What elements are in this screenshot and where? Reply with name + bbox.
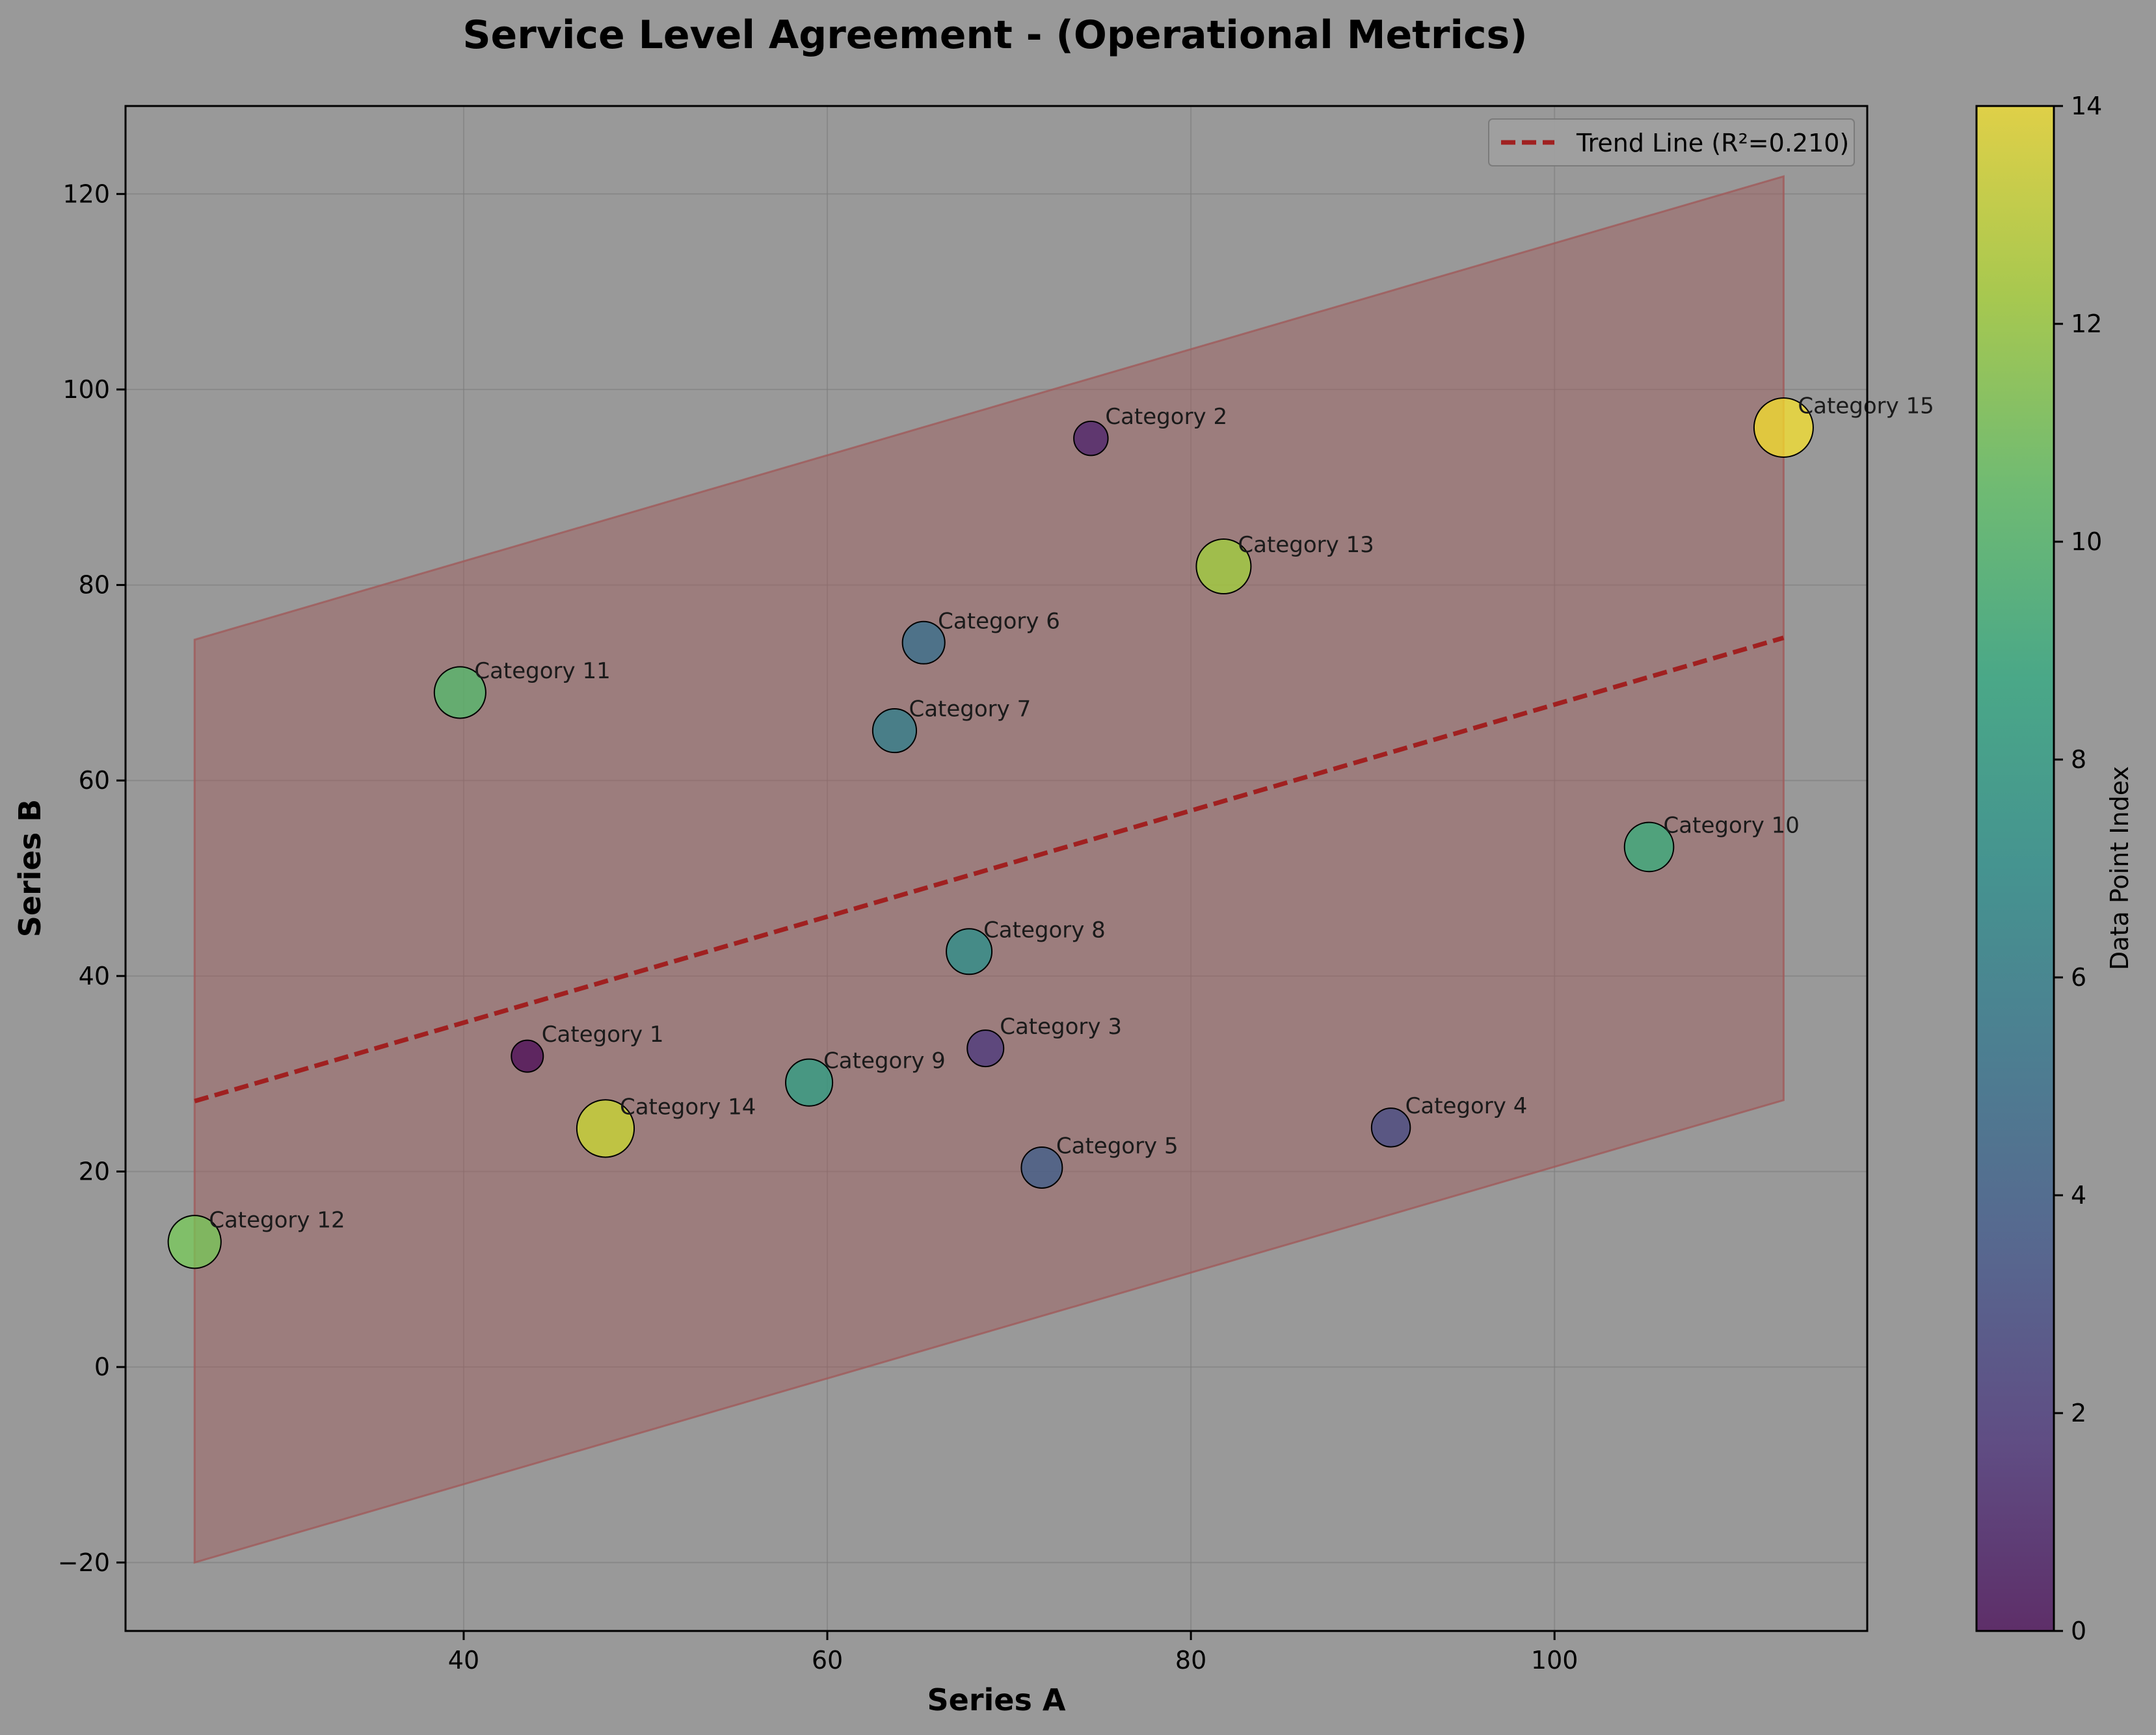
data-point bbox=[576, 1099, 635, 1158]
colorbar-tick-label: 0 bbox=[2071, 1617, 2086, 1645]
point-label: Category 12 bbox=[209, 1208, 345, 1234]
data-point bbox=[1753, 397, 1814, 458]
point-label: Category 3 bbox=[1000, 1014, 1122, 1040]
point-label: Category 4 bbox=[1405, 1093, 1528, 1119]
point-label: Category 7 bbox=[909, 696, 1031, 722]
y-tick-label: 120 bbox=[62, 179, 110, 208]
data-point bbox=[511, 1039, 544, 1073]
colorbar-ticks: 0 2 4 6 8 10 12 14 bbox=[2054, 92, 2102, 1645]
data-point bbox=[946, 928, 993, 975]
colorbar-label: Data Point Index bbox=[2105, 766, 2134, 970]
data-point bbox=[872, 708, 918, 754]
trend-line-group bbox=[194, 635, 1785, 1104]
colorbar-tick-label: 8 bbox=[2071, 745, 2086, 774]
data-point bbox=[1195, 538, 1252, 595]
point-label: Category 9 bbox=[823, 1048, 946, 1074]
point-label: Category 11 bbox=[474, 658, 610, 684]
data-point bbox=[901, 620, 946, 665]
data-point bbox=[1073, 420, 1109, 457]
point-label: Category 8 bbox=[983, 917, 1106, 943]
y-tick-label: 80 bbox=[79, 571, 110, 600]
data-point bbox=[785, 1058, 834, 1107]
x-tick-label: 60 bbox=[812, 1646, 843, 1675]
y-tick-label: 0 bbox=[94, 1353, 110, 1381]
point-label: Category 6 bbox=[938, 608, 1060, 634]
x-axis-ticks: 40 60 80 100 bbox=[448, 1631, 1578, 1675]
colorbar-frame bbox=[1975, 105, 2055, 1632]
data-point bbox=[1370, 1107, 1411, 1148]
x-tick-label: 40 bbox=[448, 1646, 479, 1675]
data-points bbox=[167, 397, 1814, 1269]
point-label: Category 2 bbox=[1105, 404, 1227, 430]
colorbar-tick-label: 4 bbox=[2071, 1181, 2086, 1210]
point-label: Category 5 bbox=[1056, 1133, 1178, 1159]
data-point bbox=[1020, 1146, 1063, 1189]
grid-lines bbox=[126, 106, 1867, 1631]
plot-frame bbox=[124, 105, 1869, 1632]
point-label: Category 14 bbox=[620, 1094, 756, 1120]
colorbar-tick-label: 2 bbox=[2071, 1399, 2086, 1427]
chart-title: Service Level Agreement - (Operational M… bbox=[462, 12, 1527, 58]
y-axis-label: Series B bbox=[12, 799, 47, 937]
point-labels: Category 1 Category 2 Category 3 Category 4… bbox=[209, 393, 1934, 1234]
colorbar-gradient bbox=[1976, 106, 2054, 1631]
colorbar-tick-label: 14 bbox=[2071, 92, 2102, 120]
y-tick-label: 100 bbox=[62, 375, 110, 404]
point-label: Category 13 bbox=[1238, 532, 1374, 558]
data-point bbox=[167, 1215, 222, 1269]
legend-trend-label: Trend Line (R²=0.210) bbox=[1576, 129, 1849, 157]
data-point bbox=[433, 666, 486, 719]
colorbar-tick-label: 12 bbox=[2071, 310, 2102, 338]
y-tick-label: 20 bbox=[79, 1157, 110, 1185]
x-tick-label: 80 bbox=[1175, 1646, 1206, 1675]
data-point bbox=[1623, 821, 1675, 873]
x-axis-label: Series A bbox=[927, 1682, 1066, 1717]
trend-line bbox=[194, 635, 1785, 1104]
y-axis-ticks: −20 0 20 40 60 80 100 120 bbox=[58, 179, 126, 1577]
colorbar-tick-label: 10 bbox=[2071, 527, 2102, 556]
y-tick-label: 60 bbox=[79, 766, 110, 795]
colorbar: 0 2 4 6 8 10 12 14 Data Point Index bbox=[1975, 92, 2134, 1645]
point-label: Category 15 bbox=[1798, 393, 1934, 419]
data-point bbox=[966, 1029, 1005, 1068]
colorbar-tick-label: 6 bbox=[2071, 963, 2086, 992]
legend: Trend Line (R²=0.210) bbox=[1488, 118, 1855, 166]
y-tick-label: 40 bbox=[79, 962, 110, 990]
point-label: Category 10 bbox=[1664, 812, 1800, 838]
legend-box bbox=[1488, 118, 1855, 166]
x-tick-label: 100 bbox=[1531, 1646, 1578, 1675]
y-tick-label: −20 bbox=[58, 1548, 110, 1577]
point-label: Category 1 bbox=[542, 1022, 664, 1048]
